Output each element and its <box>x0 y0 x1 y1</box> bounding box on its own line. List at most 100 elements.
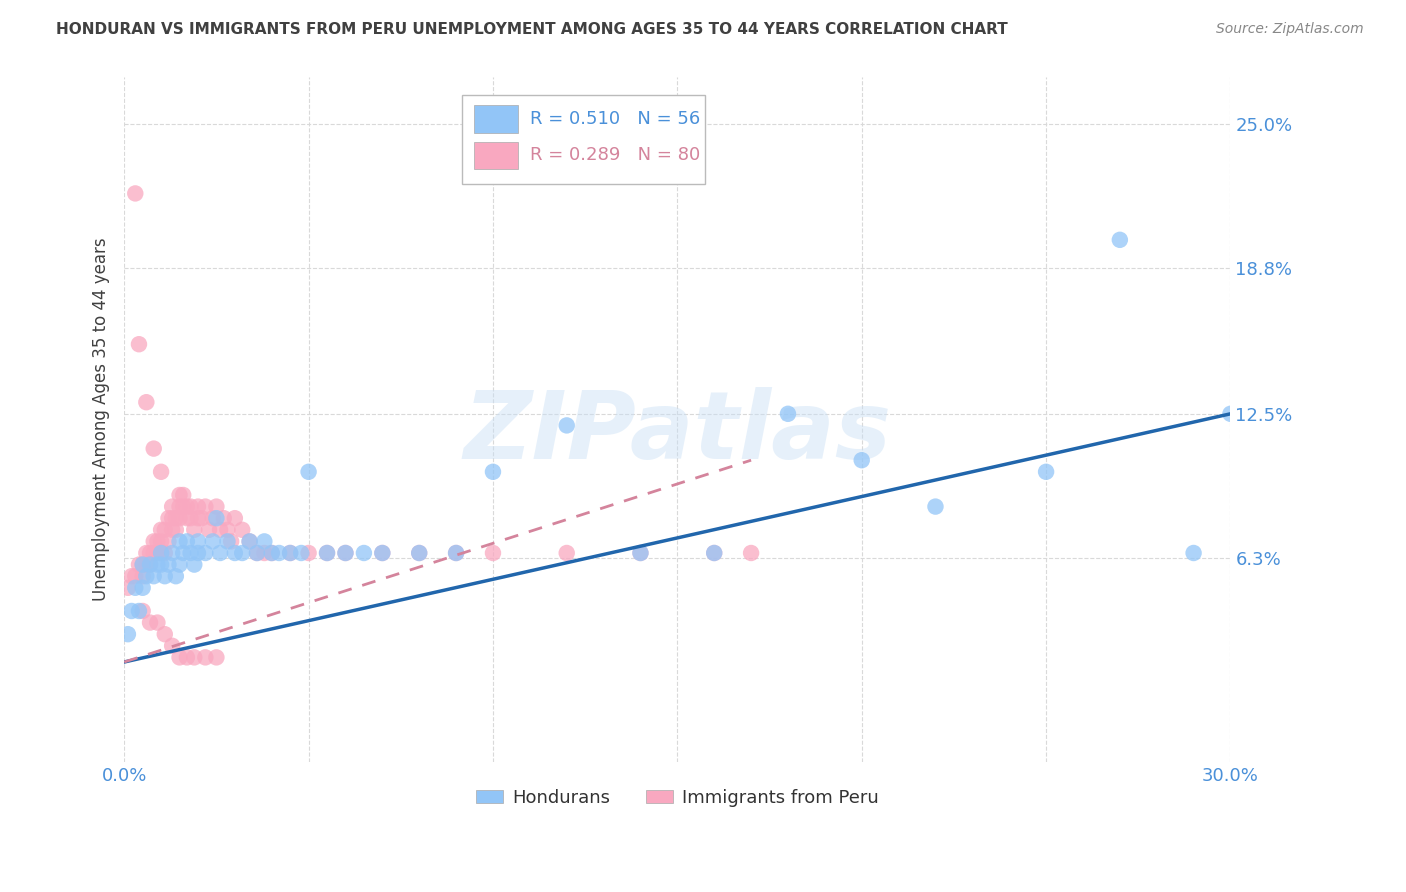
Point <box>290 546 312 560</box>
Point <box>128 558 150 572</box>
Point <box>131 558 153 572</box>
Point <box>153 627 176 641</box>
Point <box>1182 546 1205 560</box>
Point <box>297 465 319 479</box>
Point <box>180 546 202 560</box>
Point <box>150 546 173 560</box>
Point <box>253 546 276 560</box>
Point <box>183 523 205 537</box>
Point <box>176 500 198 514</box>
Point <box>180 500 202 514</box>
Point <box>135 395 157 409</box>
Point <box>124 581 146 595</box>
Point <box>297 546 319 560</box>
Point <box>630 546 652 560</box>
Point <box>176 534 198 549</box>
Point <box>160 511 183 525</box>
Point <box>278 546 301 560</box>
Point <box>135 546 157 560</box>
Point <box>131 558 153 572</box>
Point <box>217 523 239 537</box>
Point <box>124 186 146 201</box>
Point <box>146 615 169 630</box>
Point <box>146 546 169 560</box>
Point <box>776 407 799 421</box>
Point <box>316 546 339 560</box>
Point <box>172 488 194 502</box>
Point <box>150 523 173 537</box>
Point <box>142 442 165 456</box>
Point <box>121 604 143 618</box>
FancyBboxPatch shape <box>461 95 704 184</box>
Point <box>851 453 873 467</box>
Point <box>482 465 505 479</box>
Point <box>150 558 173 572</box>
Point <box>142 546 165 560</box>
Point <box>353 546 375 560</box>
Point <box>239 534 262 549</box>
Point <box>482 546 505 560</box>
Point <box>146 534 169 549</box>
Point <box>194 546 217 560</box>
Point <box>139 615 162 630</box>
Point <box>131 569 153 583</box>
Point <box>555 546 578 560</box>
Point <box>169 650 191 665</box>
Legend: Hondurans, Immigrants from Peru: Hondurans, Immigrants from Peru <box>468 782 886 814</box>
Point <box>260 546 283 560</box>
Point <box>239 534 262 549</box>
Point <box>209 546 232 560</box>
Point <box>703 546 725 560</box>
Point <box>253 534 276 549</box>
Point <box>172 500 194 514</box>
Point <box>224 546 246 560</box>
Point <box>180 511 202 525</box>
Point <box>187 500 209 514</box>
Point <box>201 511 224 525</box>
Point <box>269 546 291 560</box>
Point <box>212 511 235 525</box>
Point <box>157 511 180 525</box>
Point <box>146 558 169 572</box>
Point <box>194 650 217 665</box>
Point <box>169 511 191 525</box>
Point <box>924 500 946 514</box>
Point <box>335 546 357 560</box>
FancyBboxPatch shape <box>474 105 517 133</box>
Point <box>169 488 191 502</box>
Point <box>117 581 139 595</box>
Point <box>128 604 150 618</box>
Point <box>1035 465 1057 479</box>
Point <box>1219 407 1241 421</box>
Point <box>335 546 357 560</box>
Point <box>231 523 253 537</box>
Point <box>176 511 198 525</box>
Point <box>150 534 173 549</box>
Point <box>165 569 187 583</box>
Point <box>153 546 176 560</box>
Point <box>1108 233 1130 247</box>
Point <box>157 534 180 549</box>
Point <box>135 569 157 583</box>
Point <box>128 337 150 351</box>
Y-axis label: Unemployment Among Ages 35 to 44 years: Unemployment Among Ages 35 to 44 years <box>93 238 110 601</box>
Point <box>555 418 578 433</box>
Point <box>444 546 467 560</box>
Point <box>142 569 165 583</box>
Point <box>160 546 183 560</box>
Point <box>187 511 209 525</box>
Text: HONDURAN VS IMMIGRANTS FROM PERU UNEMPLOYMENT AMONG AGES 35 TO 44 YEARS CORRELAT: HONDURAN VS IMMIGRANTS FROM PERU UNEMPLO… <box>56 22 1008 37</box>
Point <box>205 511 228 525</box>
Point <box>169 534 191 549</box>
Point <box>371 546 394 560</box>
Point <box>135 558 157 572</box>
Point <box>169 558 191 572</box>
Point <box>444 546 467 560</box>
Point <box>153 569 176 583</box>
Point <box>187 534 209 549</box>
Point <box>194 500 217 514</box>
Point <box>139 558 162 572</box>
Point <box>169 500 191 514</box>
Text: ZIPatlas: ZIPatlas <box>464 387 891 479</box>
Point <box>150 546 173 560</box>
